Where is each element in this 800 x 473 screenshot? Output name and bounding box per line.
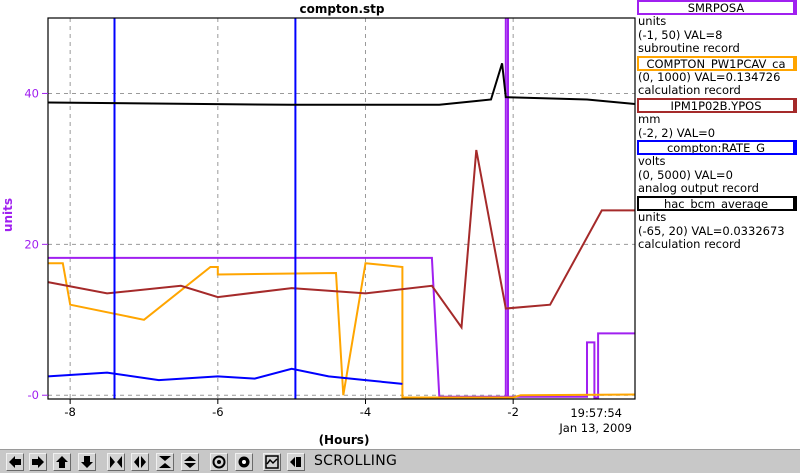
scroll-right-button[interactable] xyxy=(29,453,47,471)
legend-item-detail: calculation record xyxy=(638,237,741,252)
series-hac-bcm-average xyxy=(47,63,636,106)
legend-item: COMPTON_PW1PCAV_ca (0, 1000) VAL=0.134726… xyxy=(637,55,800,98)
series-line xyxy=(47,367,403,385)
scroll-up-button[interactable] xyxy=(53,453,71,471)
legend-item-detail: (-65, 20) VAL=0.0332673 xyxy=(638,223,785,238)
legend-item: compton:RATE_G volts (0, 5000) VAL=0 analog… xyxy=(637,140,800,196)
chart-title: compton.stp xyxy=(299,2,384,16)
legend-item-detail: volts xyxy=(638,154,666,169)
x-tick-label: -4 xyxy=(360,405,371,419)
record-icon xyxy=(238,456,250,468)
y-tick-label: 20 xyxy=(24,237,39,251)
time-label: 19:57:54 xyxy=(570,406,622,420)
y-axis-label: units xyxy=(1,198,15,232)
x-axis-label: (Hours) xyxy=(319,433,370,447)
scroll-down-button[interactable] xyxy=(78,453,96,471)
legend-item-detail: calculation record xyxy=(638,83,741,98)
series-ipm1p02b-ypos xyxy=(47,149,635,331)
series-compton-rate-g xyxy=(47,18,403,399)
compress-vertical-icon xyxy=(159,456,171,468)
legend-item-detail: units xyxy=(638,14,667,28)
legend-item-detail: units xyxy=(638,209,667,224)
scroll-right-icon xyxy=(32,456,44,468)
y-tick-label: 40 xyxy=(24,86,39,100)
legend-item-detail: (-1, 50) VAL=8 xyxy=(638,27,723,42)
scroll-left-icon xyxy=(9,456,21,468)
series-smrposa xyxy=(48,18,635,399)
expand-horizontal-button[interactable] xyxy=(131,453,149,471)
legend-item-detail: analog output record xyxy=(638,181,759,196)
legend-item-title[interactable]: hac_bcm_average xyxy=(637,195,797,211)
x-tick-label: -6 xyxy=(212,405,223,419)
legend-item-detail: subroutine record xyxy=(638,41,740,56)
compress-horizontal-icon xyxy=(110,456,122,468)
legend-item: hac_bcm_average units (-65, 20) VAL=0.0332… xyxy=(637,195,800,252)
legend-item-title[interactable]: compton:RATE_G xyxy=(637,140,797,156)
series-line xyxy=(47,63,636,106)
scroll-mode-button[interactable] xyxy=(287,453,305,471)
date-label: Jan 13, 2009 xyxy=(558,421,632,435)
x-tick-label: -2 xyxy=(507,405,518,419)
record-button[interactable] xyxy=(235,453,253,471)
legend-item: IPM1P02B.YPOS mm (-2, 2) VAL=0 xyxy=(637,97,800,140)
scroll-left-button[interactable] xyxy=(6,453,24,471)
y-tick-label: -0 xyxy=(28,388,39,402)
scroll-status: SCROLLING xyxy=(314,453,398,469)
auto-scale-icon xyxy=(265,455,279,469)
series-line xyxy=(48,256,635,399)
strip-chart: compton.stp units -8 -6 -4 -2 -0 20 40 19:57:5… xyxy=(1,2,636,447)
target-button[interactable] xyxy=(210,453,228,471)
series-compton-pw1pcav-ca xyxy=(48,262,636,399)
compress-horizontal-button[interactable] xyxy=(107,453,125,471)
scroll-down-icon xyxy=(81,456,93,468)
toolbar: SCROLLING xyxy=(0,449,800,473)
legend-item-title[interactable]: IPM1P02B.YPOS xyxy=(637,97,797,113)
legend-item: SMRPOSA units (-1, 50) VAL=8 subroutine rec… xyxy=(637,0,800,56)
expand-horizontal-icon xyxy=(134,456,146,468)
legend-item-detail: (0, 1000) VAL=0.134726 xyxy=(638,69,781,84)
legend-item-detail: (-2, 2) VAL=0 xyxy=(638,125,716,140)
auto-scale-button[interactable] xyxy=(263,453,281,471)
legend-item-detail: (0, 5000) VAL=0 xyxy=(638,167,733,182)
legend-item-title[interactable]: SMRPOSA xyxy=(637,0,797,15)
expand-vertical-icon xyxy=(184,456,196,468)
target-icon xyxy=(212,455,226,469)
scroll-mode-icon xyxy=(290,457,301,467)
legend-item-title[interactable]: COMPTON_PW1PCAV_ca xyxy=(637,55,797,71)
series-line xyxy=(48,262,636,399)
plot-area-frame xyxy=(47,17,636,400)
expand-vertical-button[interactable] xyxy=(181,453,199,471)
x-tick-label: -8 xyxy=(64,405,75,419)
series-line xyxy=(47,149,635,331)
legend-item-detail: mm xyxy=(638,111,661,126)
compress-vertical-button[interactable] xyxy=(156,453,174,471)
legend: SMRPOSA units (-1, 50) VAL=8 subroutine rec… xyxy=(637,0,800,252)
scroll-up-icon xyxy=(56,456,68,468)
